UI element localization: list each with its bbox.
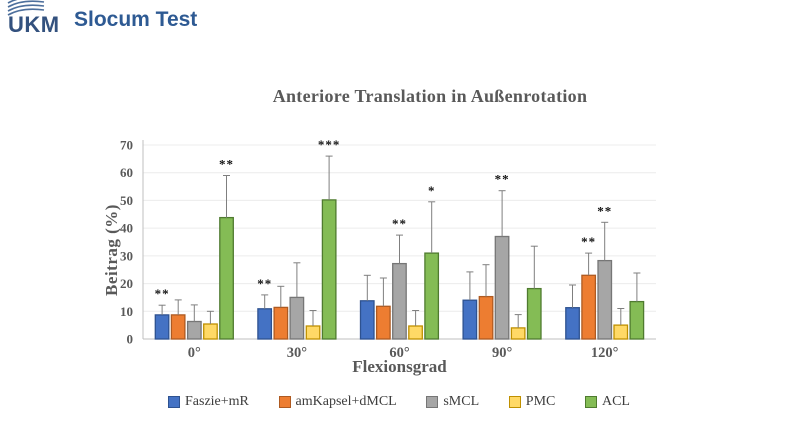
chart-title: Anteriore Translation in Außenrotation	[272, 86, 588, 106]
legend: Faszie+mR amKapsel+dMCL sMCL PMC ACL	[168, 394, 630, 410]
bar-sMCL-60°	[392, 262, 407, 340]
sig-amKapsel+dMCL-120°: **	[581, 234, 596, 249]
sig-Faszie+mR-30°: **	[257, 276, 272, 291]
legend-item-PMC: PMC	[508, 394, 556, 410]
legend-label: PMC	[525, 394, 556, 409]
legend-label: ACL	[601, 394, 630, 409]
bar-Faszie+mR-90°	[462, 299, 478, 340]
svg-text:90°: 90°	[492, 345, 513, 361]
ukm-logo-text: UKM	[8, 12, 60, 37]
bar-ACL-0°	[219, 216, 234, 340]
legend-swatch-icon	[168, 396, 180, 408]
sig-ACL-30°: ***	[318, 137, 341, 152]
bar-Faszie+mR-0°	[154, 314, 170, 340]
legend-swatch-icon	[278, 396, 291, 408]
page-title: Slocum Test	[74, 8, 198, 31]
bar-sMCL-120°	[597, 259, 613, 340]
bar-PMC-30°	[305, 325, 321, 340]
legend-label: sMCL	[443, 394, 480, 409]
legend-item-ACL: ACL	[584, 394, 630, 410]
bar-amKapsel+dMCL-120°	[581, 274, 597, 340]
sig-sMCL-60°: **	[392, 216, 407, 231]
svg-text:120°: 120°	[591, 345, 619, 361]
sig-sMCL-90°: **	[495, 172, 510, 187]
bar-amKapsel+dMCL-90°	[478, 295, 494, 340]
sig-Faszie+mR-0°: **	[155, 286, 170, 301]
legend-swatch-icon	[584, 396, 597, 408]
legend-item-Faszie+mR: Faszie+mR	[168, 394, 249, 410]
bar-ACL-30°	[321, 199, 337, 340]
bar-amKapsel+dMCL-30°	[273, 306, 289, 340]
legend-label: Faszie+mR	[185, 394, 249, 409]
sig-ACL-60°: *	[428, 183, 436, 198]
legend-label: amKapsel+dMCL	[295, 394, 397, 409]
bar-Faszie+mR-30°	[257, 308, 273, 340]
bar-sMCL-0°	[186, 320, 202, 340]
ukm-waves-icon	[7, 0, 45, 16]
legend-item-sMCL: sMCL	[426, 394, 479, 410]
svg-text:40: 40	[120, 221, 133, 236]
svg-text:60°: 60°	[389, 345, 410, 361]
bar-Faszie+mR-60°	[359, 300, 375, 340]
x-axis-title: Flexionsgrad	[352, 357, 447, 376]
svg-text:60: 60	[120, 165, 133, 180]
svg-text:30: 30	[120, 248, 133, 263]
svg-text:20: 20	[120, 276, 133, 291]
svg-text:50: 50	[120, 193, 133, 208]
bar-sMCL-30°	[289, 296, 305, 340]
bar-sMCL-90°	[494, 235, 510, 340]
svg-text:10: 10	[120, 304, 133, 319]
bar-amKapsel+dMCL-60°	[375, 305, 391, 340]
legend-swatch-icon	[426, 396, 439, 408]
svg-text:0°: 0°	[188, 345, 201, 361]
bar-PMC-0°	[203, 323, 218, 340]
sig-sMCL-120°: **	[597, 203, 612, 218]
bar-ACL-120°	[629, 300, 645, 340]
bar-Faszie+mR-120°	[565, 307, 580, 340]
svg-text:70: 70	[120, 138, 133, 153]
legend-swatch-icon	[508, 396, 521, 408]
svg-text:30°: 30°	[287, 345, 308, 361]
legend-item-amKapsel+dMCL: amKapsel+dMCL	[278, 394, 397, 410]
sig-ACL-0°: **	[219, 157, 234, 172]
bar-PMC-60°	[408, 325, 423, 340]
bar-PMC-120°	[613, 324, 629, 340]
ukm-logo: UKM	[6, 0, 70, 42]
bar-ACL-60°	[424, 252, 440, 340]
svg-text:0: 0	[127, 332, 134, 347]
bar-ACL-90°	[526, 287, 542, 340]
bar-amKapsel+dMCL-0°	[170, 314, 186, 340]
bar-PMC-90°	[510, 327, 526, 340]
